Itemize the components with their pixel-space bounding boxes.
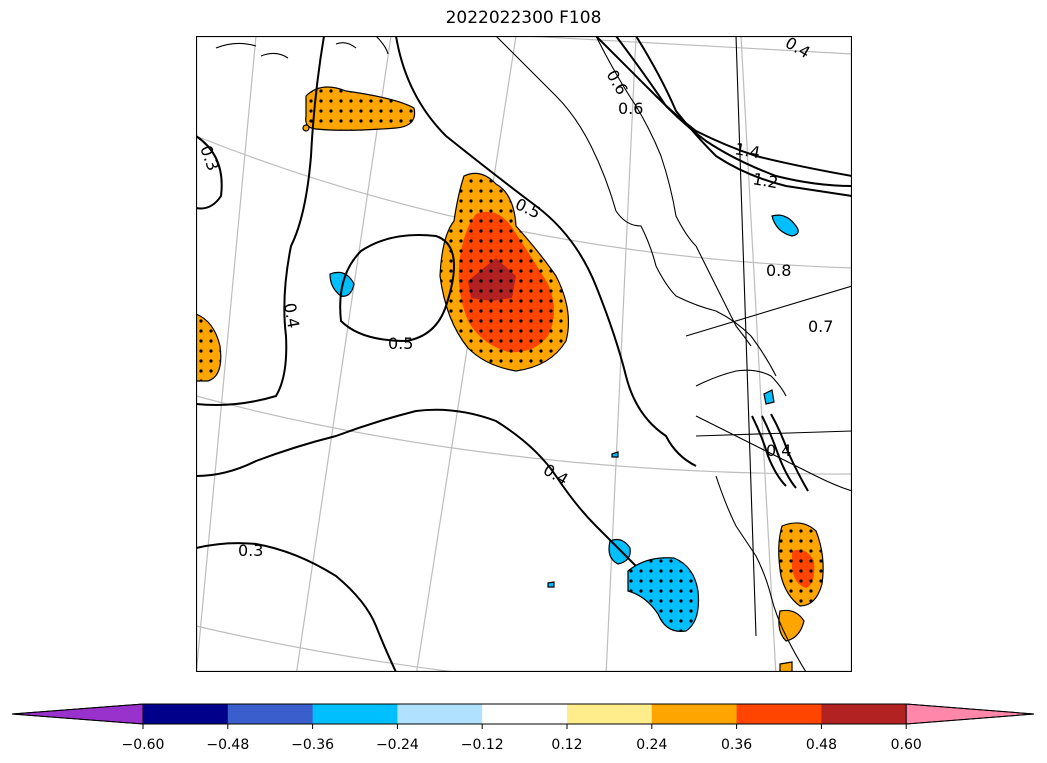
colorbar-tick-label: −0.48 [206, 737, 249, 753]
contour-label: 0.4 [766, 441, 791, 460]
map-title: 2022022300 F108 [445, 8, 602, 28]
map-panel: 0.3 0.4 0.5 0.5 0.4 0.3 0.6 0.6 1.4 1.2 … [196, 36, 852, 672]
colorbar-tick-label: 0.36 [721, 737, 752, 753]
contour-label: 0.5 [388, 334, 413, 353]
colorbar-swatch [482, 704, 568, 724]
colorbar: −0.60 −0.48 −0.36 −0.24 −0.12 0.12 0.24 0.36 0.4… [11, 703, 1035, 753]
colorbar-tick-label: −0.36 [291, 737, 334, 753]
colorbar-swatch [143, 704, 229, 724]
contour-lines [196, 36, 852, 672]
colorbar-swatch [821, 704, 907, 724]
colorbar-swatch [227, 704, 314, 724]
colorbar-swatch [736, 704, 822, 724]
colorbar-swatches [11, 703, 1035, 725]
colorbar-swatch [397, 704, 483, 724]
contour-label: 0.8 [766, 261, 791, 280]
colorbar-tick-label: −0.12 [461, 737, 504, 753]
contour-label: 0.6 [618, 99, 643, 118]
map-frame [196, 36, 852, 672]
colorbar-swatch [312, 704, 398, 724]
contour-label: 1.4 [733, 139, 761, 162]
contour-label: 0.4 [540, 460, 572, 489]
colorbar-tick-label: −0.60 [122, 737, 165, 753]
colorbar-swatch [651, 704, 738, 724]
anomaly-shading [196, 86, 824, 672]
colorbar-tick-label: 0.48 [806, 737, 837, 753]
colorbar-tick-label: 0.60 [891, 737, 922, 753]
contour-label: 0.5 [512, 194, 543, 222]
contour-label: 1.2 [751, 169, 779, 192]
colorbar-extend-high [905, 703, 1035, 725]
contour-label: 0.3 [238, 541, 263, 560]
colorbar-tick-label: 0.12 [551, 737, 582, 753]
colorbar-swatch [567, 704, 653, 724]
contour-label: 0.4 [782, 36, 814, 62]
coastlines [215, 36, 852, 672]
graticule [196, 36, 852, 672]
colorbar-tick-label: 0.24 [636, 737, 667, 753]
contour-label: 0.7 [808, 317, 833, 336]
colorbar-tick-label: −0.24 [376, 737, 419, 753]
contour-label: 0.4 [280, 301, 303, 329]
colorbar-extend-low [11, 703, 144, 725]
colorbar-ticks: −0.60 −0.48 −0.36 −0.24 −0.12 0.12 0.24 0.36 0.4… [122, 724, 922, 753]
